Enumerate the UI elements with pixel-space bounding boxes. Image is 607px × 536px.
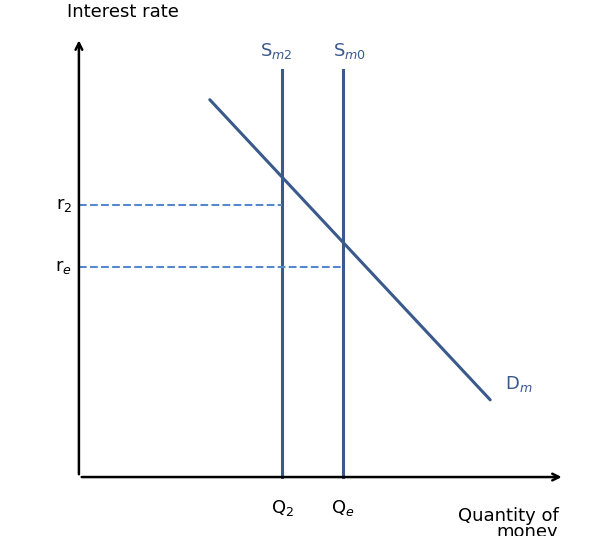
Text: r$_e$: r$_e$ [55,258,72,276]
Text: Q$_e$: Q$_e$ [331,498,354,518]
Text: Quantity of: Quantity of [458,507,558,525]
Text: Interest rate: Interest rate [67,3,178,21]
Text: S$_{m0}$: S$_{m0}$ [333,41,365,61]
Text: money: money [497,523,558,536]
Text: S$_{m2}$: S$_{m2}$ [260,41,293,61]
Text: Q$_2$: Q$_2$ [271,498,294,518]
Text: D$_m$: D$_m$ [506,374,533,394]
Text: r$_2$: r$_2$ [56,196,72,214]
